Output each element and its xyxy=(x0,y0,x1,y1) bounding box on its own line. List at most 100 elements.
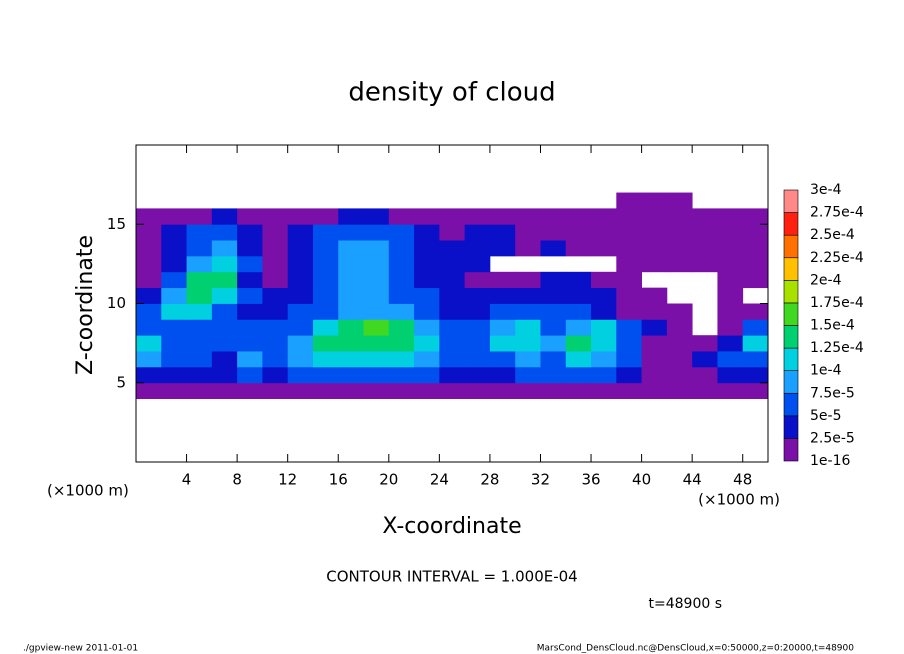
heat-cell xyxy=(565,319,592,336)
heat-cell xyxy=(692,382,718,399)
heat-cell xyxy=(186,382,213,399)
heat-cell xyxy=(363,335,390,352)
heat-cell xyxy=(211,366,238,384)
heat-cell xyxy=(489,382,516,399)
heat-cell xyxy=(489,224,516,241)
heat-cell xyxy=(312,351,339,368)
heat-cell xyxy=(287,366,314,384)
heat-cell xyxy=(666,366,693,384)
heat-cell xyxy=(388,271,415,289)
heat-cell xyxy=(161,271,187,289)
heat-cell xyxy=(363,287,390,304)
heat-cell xyxy=(136,287,162,304)
heat-cell xyxy=(515,335,541,352)
heat-cell xyxy=(414,208,440,225)
heat-cell xyxy=(742,366,769,384)
heat-cell xyxy=(616,240,642,257)
heat-cell xyxy=(439,335,466,352)
heat-cell xyxy=(515,271,541,289)
heat-cell xyxy=(464,255,491,273)
heat-cell xyxy=(439,351,466,368)
heat-cell xyxy=(312,319,339,336)
heat-cell xyxy=(666,224,693,241)
heat-cell xyxy=(338,224,364,241)
heat-cell xyxy=(136,319,162,336)
heat-cell xyxy=(591,319,617,336)
heat-cell xyxy=(388,287,415,304)
heat-cell xyxy=(489,335,516,352)
heat-cell xyxy=(540,335,567,352)
heat-cell xyxy=(489,287,516,304)
heat-cell xyxy=(641,382,668,399)
heat-cell xyxy=(237,240,263,257)
heat-cell xyxy=(666,335,693,352)
x-tick-label: 16 xyxy=(329,471,348,489)
heat-cell xyxy=(414,224,440,241)
colorbar-swatch xyxy=(783,347,799,371)
heat-cell xyxy=(262,319,289,336)
heat-cell xyxy=(439,240,466,257)
heat-cell xyxy=(338,240,364,257)
heat-cell xyxy=(136,382,162,399)
heat-cell xyxy=(565,240,592,257)
heat-cell xyxy=(489,240,516,257)
heat-cell xyxy=(540,224,567,241)
heat-cell xyxy=(717,335,744,352)
heat-cell xyxy=(262,335,289,352)
heat-cell xyxy=(136,208,162,225)
y-axis-label: Z-coordinate xyxy=(73,235,98,375)
heat-cell xyxy=(666,208,693,225)
heat-cell xyxy=(591,271,617,289)
heat-cell xyxy=(489,208,516,225)
heat-cell xyxy=(439,208,466,225)
heat-cell xyxy=(515,319,541,336)
colorbar-label: 2e-4 xyxy=(810,272,842,288)
heat-cell xyxy=(338,303,364,320)
heat-cell xyxy=(186,255,213,273)
x-tick-label: 32 xyxy=(531,471,550,489)
heat-cell xyxy=(717,208,744,225)
heat-cell xyxy=(666,192,693,209)
heat-cell xyxy=(565,224,592,241)
heat-cell xyxy=(312,382,339,399)
heat-cell xyxy=(363,240,390,257)
heat-cell xyxy=(186,271,213,289)
heat-cell xyxy=(591,208,617,225)
heat-cell xyxy=(540,271,567,289)
heat-cell xyxy=(312,224,339,241)
heat-cell xyxy=(186,224,213,241)
heat-cell xyxy=(565,271,592,289)
heat-cell xyxy=(515,287,541,304)
heat-cell xyxy=(439,303,466,320)
heat-cell xyxy=(136,335,162,352)
heat-cell xyxy=(414,271,440,289)
heat-cell xyxy=(565,303,592,320)
heat-cell xyxy=(312,271,339,289)
x-tick-label: 4 xyxy=(182,471,192,489)
x-tick-label: 28 xyxy=(480,471,499,489)
footer-right: MarsCond_DensCloud.nc@DensCloud,x=0:5000… xyxy=(537,644,854,654)
y-tick-label: 15 xyxy=(107,215,126,233)
x-tick-label: 12 xyxy=(278,471,297,489)
heat-cell xyxy=(414,319,440,336)
heat-cell xyxy=(439,255,466,273)
colorbar-label: 1e-4 xyxy=(810,363,842,379)
heat-cell xyxy=(591,240,617,257)
time-label: t=48900 s xyxy=(649,596,723,612)
heat-cell xyxy=(616,255,642,273)
colorbar-label: 2.75e-4 xyxy=(810,205,864,221)
heat-cell xyxy=(262,255,289,273)
heat-cell xyxy=(414,382,440,399)
heat-cell xyxy=(211,208,238,225)
heat-cell xyxy=(186,240,213,257)
heat-cell xyxy=(388,240,415,257)
heat-cell xyxy=(161,335,187,352)
heat-cell xyxy=(666,303,693,320)
heat-cell xyxy=(287,319,314,336)
heat-cell xyxy=(464,287,491,304)
heat-cell xyxy=(161,255,187,273)
heat-cell xyxy=(641,255,668,273)
heat-cell xyxy=(136,366,162,384)
heat-cell xyxy=(616,351,642,368)
